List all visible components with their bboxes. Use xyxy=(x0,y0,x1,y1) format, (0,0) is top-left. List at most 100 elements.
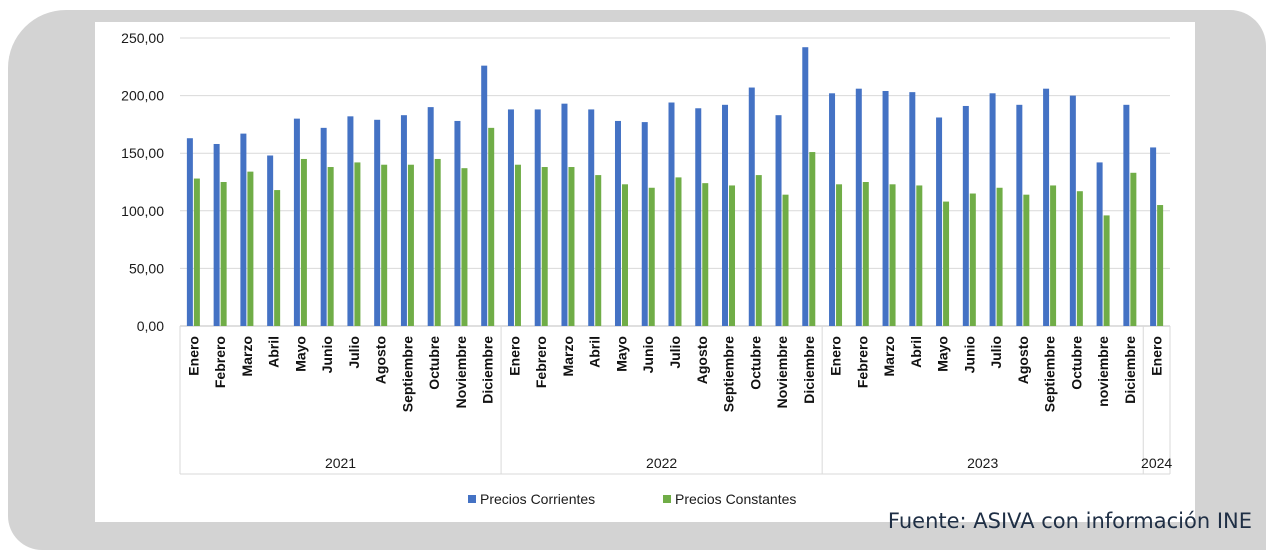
bar-corrientes xyxy=(989,93,996,327)
bar-corrientes xyxy=(1096,162,1103,326)
bar-corrientes xyxy=(1123,104,1130,326)
x-category-label: Febrero xyxy=(854,336,870,388)
x-category-label: Diciembre xyxy=(801,336,817,404)
bar-constantes xyxy=(621,184,628,326)
bar-constantes xyxy=(969,193,976,326)
x-category-label: Agosto xyxy=(373,336,389,384)
year-label: 2022 xyxy=(646,455,677,471)
bar-constantes xyxy=(247,171,254,326)
bar-corrientes xyxy=(1069,95,1076,326)
bar-constantes xyxy=(1130,172,1137,326)
x-category-label: Enero xyxy=(828,336,844,376)
bar-constantes xyxy=(541,167,548,326)
x-category-label: Marzo xyxy=(239,336,255,376)
bar-constantes xyxy=(1103,215,1110,326)
x-category-label: Abril xyxy=(587,336,603,368)
bar-corrientes xyxy=(507,109,514,326)
bar-constantes xyxy=(595,175,602,326)
bar-corrientes xyxy=(722,104,729,326)
x-category-label: Enero xyxy=(1149,336,1165,376)
bar-constantes xyxy=(889,184,896,326)
bar-corrientes xyxy=(1150,147,1157,326)
x-category-label: Marzo xyxy=(560,336,576,376)
bar-corrientes xyxy=(882,90,889,326)
x-category-label: Julio xyxy=(988,336,1004,369)
x-category-label: Abril xyxy=(908,336,924,368)
bar-constantes xyxy=(300,158,307,326)
y-tick-label: 150,00 xyxy=(121,145,164,161)
legend-swatch xyxy=(663,495,671,503)
bar-corrientes xyxy=(1043,88,1050,326)
x-category-label: Septiembre xyxy=(399,336,415,412)
bar-corrientes xyxy=(267,155,274,326)
bar-corrientes xyxy=(668,102,675,327)
bar-constantes xyxy=(1157,205,1164,326)
bar-constantes xyxy=(488,127,495,326)
bar-corrientes xyxy=(481,65,488,326)
x-category-label: Agosto xyxy=(1015,336,1031,384)
y-tick-label: 250,00 xyxy=(121,30,164,46)
bar-corrientes xyxy=(240,133,247,326)
bar-corrientes xyxy=(454,120,461,326)
x-category-label: Noviembre xyxy=(453,336,469,409)
bar-constantes xyxy=(274,190,281,326)
x-category-label: Diciembre xyxy=(480,336,496,404)
bar-corrientes xyxy=(614,120,621,326)
bar-constantes xyxy=(1050,185,1057,326)
y-tick-label: 200,00 xyxy=(121,88,164,104)
bar-constantes xyxy=(1076,191,1083,326)
bar-constantes xyxy=(675,177,682,326)
bar-constantes xyxy=(916,185,923,326)
bar-constantes xyxy=(568,167,575,326)
bar-constantes xyxy=(327,167,334,326)
bar-constantes xyxy=(996,187,1003,326)
bar-constantes xyxy=(220,182,227,326)
bar-corrientes xyxy=(588,109,595,326)
year-label: 2021 xyxy=(325,455,356,471)
bar-corrientes xyxy=(427,107,434,327)
y-tick-label: 50,00 xyxy=(129,260,164,276)
legend-label: Precios Constantes xyxy=(675,491,796,507)
bar-corrientes xyxy=(534,109,541,326)
bar-corrientes xyxy=(561,103,568,326)
bar-constantes xyxy=(943,201,950,326)
bar-corrientes xyxy=(320,127,327,326)
bar-constantes xyxy=(809,152,816,326)
bar-corrientes xyxy=(802,47,809,326)
bar-constantes xyxy=(354,162,361,326)
year-label: 2023 xyxy=(967,455,998,471)
legend-swatch xyxy=(468,495,476,503)
x-category-label: Abril xyxy=(266,336,282,368)
bar-corrientes xyxy=(374,119,381,327)
x-category-label: Enero xyxy=(506,336,522,376)
y-tick-label: 0,00 xyxy=(137,318,164,334)
x-category-label: Junio xyxy=(961,336,977,373)
x-category-label: Mayo xyxy=(613,336,629,372)
bar-constantes xyxy=(862,182,869,326)
bar-corrientes xyxy=(829,93,836,327)
bar-constantes xyxy=(514,164,521,326)
bar-corrientes xyxy=(748,87,755,326)
bar-corrientes xyxy=(400,115,407,327)
bar-corrientes xyxy=(213,143,220,326)
legend-label: Precios Corrientes xyxy=(480,491,595,507)
bar-constantes xyxy=(755,175,762,326)
y-tick-label: 100,00 xyxy=(121,203,164,219)
bar-constantes xyxy=(407,164,414,326)
x-category-label: Junio xyxy=(640,336,656,373)
bar-constantes xyxy=(836,184,843,326)
bar-corrientes xyxy=(855,88,862,326)
x-category-label: Julio xyxy=(346,336,362,369)
x-category-label: Mayo xyxy=(935,336,951,372)
bar-corrientes xyxy=(909,92,916,326)
x-category-label: Noviembre xyxy=(774,336,790,409)
x-category-label: Octubre xyxy=(747,336,763,390)
x-category-label: Agosto xyxy=(694,336,710,384)
bar-corrientes xyxy=(347,116,354,326)
bar-constantes xyxy=(381,164,388,326)
bar-corrientes xyxy=(695,108,702,326)
x-category-label: Julio xyxy=(667,336,683,369)
x-category-label: Octubre xyxy=(426,336,442,390)
bar-corrientes xyxy=(641,122,648,326)
